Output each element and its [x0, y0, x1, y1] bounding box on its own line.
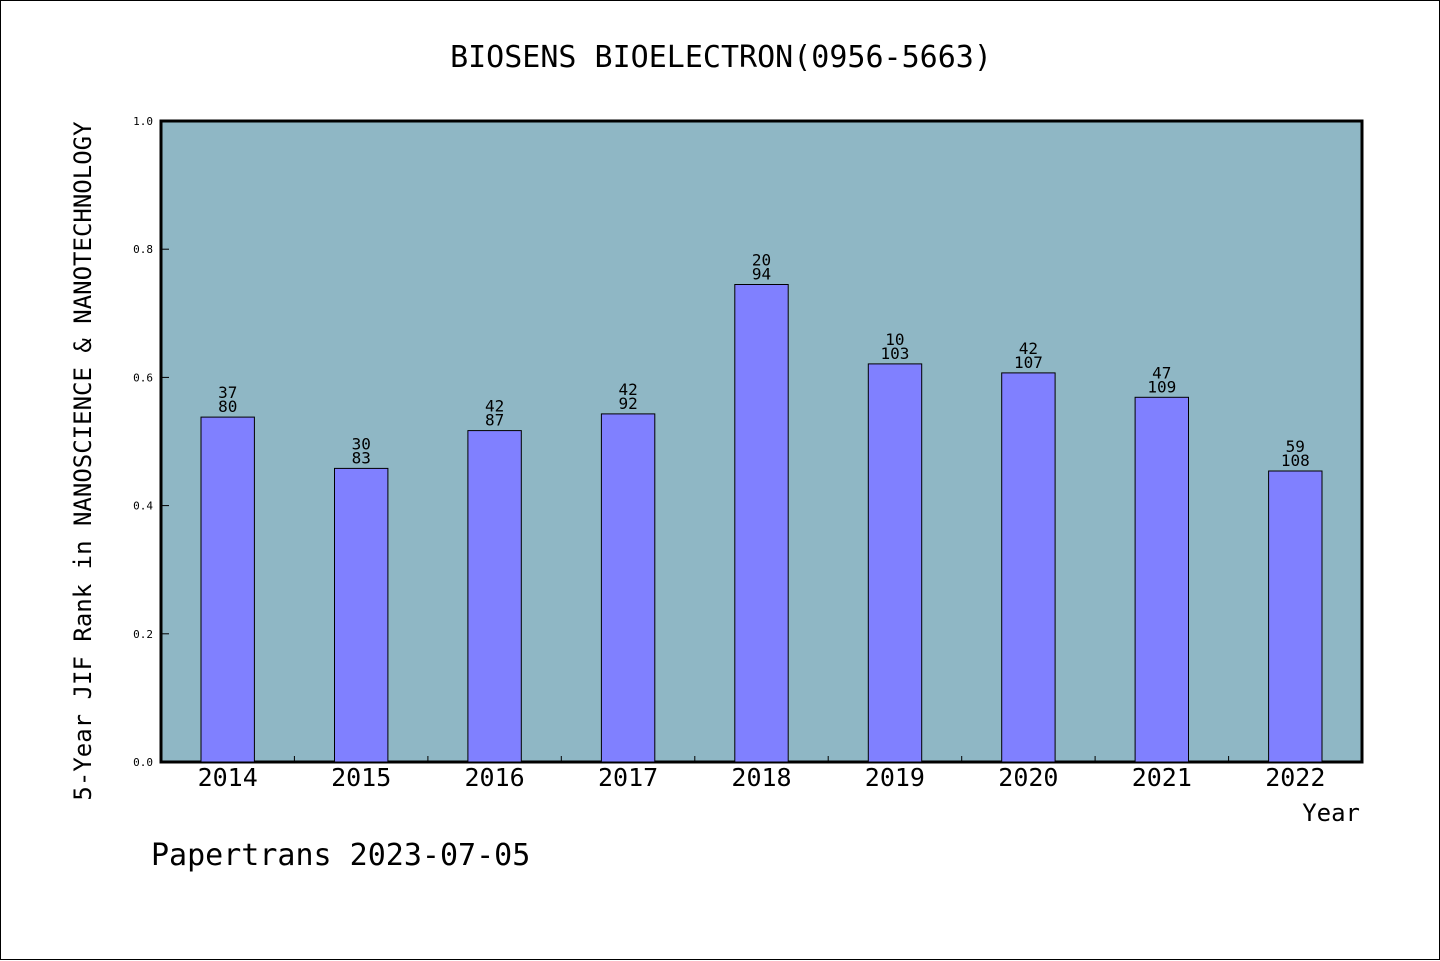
bar-2014 — [200, 416, 255, 763]
x-tick-label-2018: 2018 — [731, 763, 791, 792]
bar-label-total-2022: 108 — [1281, 451, 1310, 470]
y-tick-label: 0.2 — [133, 628, 153, 641]
bar-label-rank-2015: 30 — [352, 434, 371, 453]
x-tick-label-2014: 2014 — [198, 763, 258, 792]
y-tick-label: 0.0 — [133, 756, 153, 769]
bar-label-total-2016: 87 — [485, 411, 504, 430]
x-tick-label-2020: 2020 — [998, 763, 1058, 792]
bar-label-rank-2022: 59 — [1286, 437, 1305, 456]
x-tick-label-2022: 2022 — [1265, 763, 1325, 792]
x-tick-label-2016: 2016 — [464, 763, 524, 792]
x-tick-label-2015: 2015 — [331, 763, 391, 792]
bar-2017 — [600, 413, 656, 763]
bar-label-total-2018: 94 — [752, 265, 771, 284]
bar-label-rank-2019: 10 — [885, 330, 904, 349]
y-tick-label: 0.6 — [133, 371, 153, 384]
bar-label-rank-2021: 47 — [1152, 363, 1171, 382]
bar-2021 — [1134, 396, 1189, 763]
x-tick-label-2021: 2021 — [1132, 763, 1192, 792]
x-axis: 2014 2015 2016 2017 2018 2019 2020 2021 2022 — [198, 756, 1325, 792]
y-axis: 0.0 0.2 0.4 0.6 0.8 1.0 — [133, 115, 169, 769]
bar-label-rank-2017: 42 — [618, 380, 637, 399]
y-tick-label: 0.8 — [133, 243, 153, 256]
bar-2016 — [467, 430, 522, 763]
x-tick-label-2019: 2019 — [865, 763, 925, 792]
bars — [200, 284, 1323, 763]
bar-label-total-2020: 107 — [1014, 353, 1043, 372]
bar-label-rank-2018: 20 — [752, 251, 771, 270]
y-tick-label: 1.0 — [133, 115, 153, 128]
bar-label-rank-2014: 37 — [218, 383, 237, 402]
y-tick-label: 0.4 — [133, 500, 153, 513]
bar-2015 — [334, 467, 389, 763]
bar-label-rank-2016: 42 — [485, 397, 504, 416]
bar-label-total-2014: 80 — [218, 397, 237, 416]
bar-label-total-2017: 92 — [618, 394, 637, 413]
bar-2022 — [1268, 470, 1323, 763]
x-axis-label: Year — [1302, 799, 1360, 827]
bar-label-total-2019: 103 — [880, 344, 909, 363]
chart-title: BIOSENS BIOELECTRON(0956-5663) — [450, 40, 992, 75]
bar-label-rank-2020: 42 — [1019, 339, 1038, 358]
y-axis-label: 5-Year JIF Rank in NANOSCIENCE & NANOTEC… — [69, 121, 97, 801]
x-tick-label-2017: 2017 — [598, 763, 658, 792]
bar-label-total-2021: 109 — [1147, 377, 1176, 396]
footer-watermark: Papertrans 2023-07-05 — [151, 838, 530, 873]
bar-label-total-2015: 83 — [352, 448, 371, 467]
bar-2020 — [1001, 372, 1056, 763]
bar-2019 — [867, 363, 923, 763]
bar-2018 — [734, 284, 789, 763]
